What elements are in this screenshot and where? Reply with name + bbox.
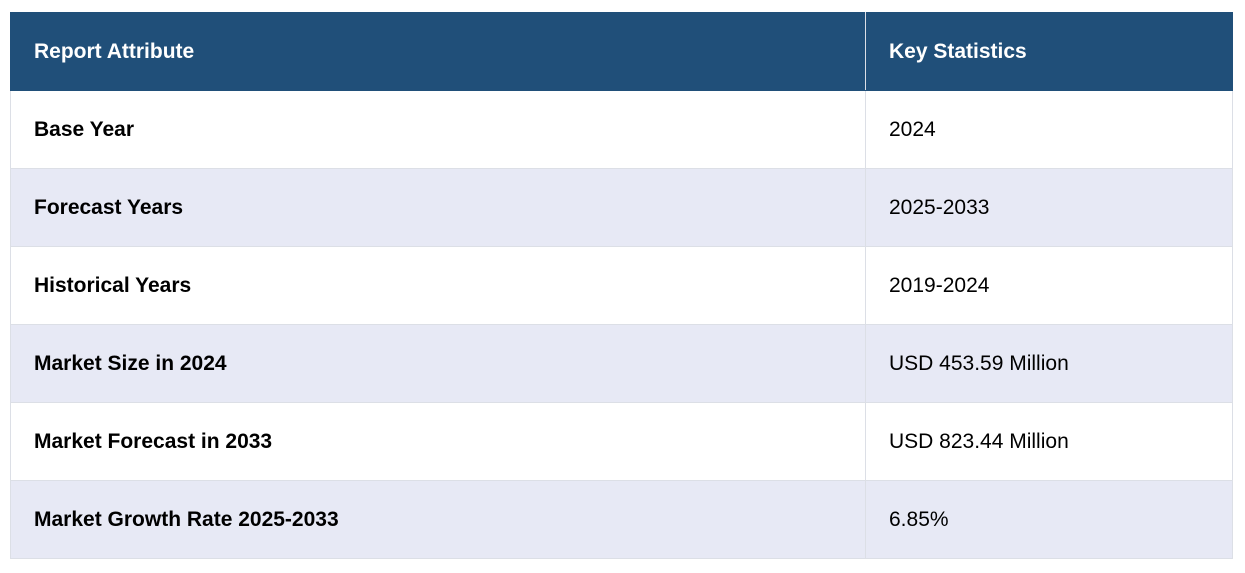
table-row: Market Growth Rate 2025-2033 6.85%	[10, 480, 1233, 559]
table-row: Market Size in 2024 USD 453.59 Million	[10, 324, 1233, 403]
table-row: Historical Years 2019-2024	[10, 246, 1233, 325]
value-cell: USD 823.44 Million	[865, 402, 1233, 481]
attribute-cell: Forecast Years	[10, 168, 866, 247]
attribute-cell: Market Growth Rate 2025-2033	[10, 480, 866, 559]
report-table-container: Report Attribute Key Statistics Base Yea…	[10, 12, 1233, 559]
attribute-cell: Base Year	[10, 90, 866, 169]
attribute-cell: Market Size in 2024	[10, 324, 866, 403]
table-row: Base Year 2024	[10, 90, 1233, 169]
table-row: Forecast Years 2025-2033	[10, 168, 1233, 247]
value-cell: 6.85%	[865, 480, 1233, 559]
attribute-cell: Market Forecast in 2033	[10, 402, 866, 481]
header-key-statistics: Key Statistics	[865, 12, 1233, 91]
table-header-row: Report Attribute Key Statistics	[10, 12, 1233, 91]
attribute-cell: Historical Years	[10, 246, 866, 325]
report-statistics-table: Report Attribute Key Statistics Base Yea…	[10, 12, 1233, 559]
table-row: Market Forecast in 2033 USD 823.44 Milli…	[10, 402, 1233, 481]
header-report-attribute: Report Attribute	[10, 12, 866, 91]
value-cell: 2019-2024	[865, 246, 1233, 325]
value-cell: 2024	[865, 90, 1233, 169]
value-cell: 2025-2033	[865, 168, 1233, 247]
value-cell: USD 453.59 Million	[865, 324, 1233, 403]
